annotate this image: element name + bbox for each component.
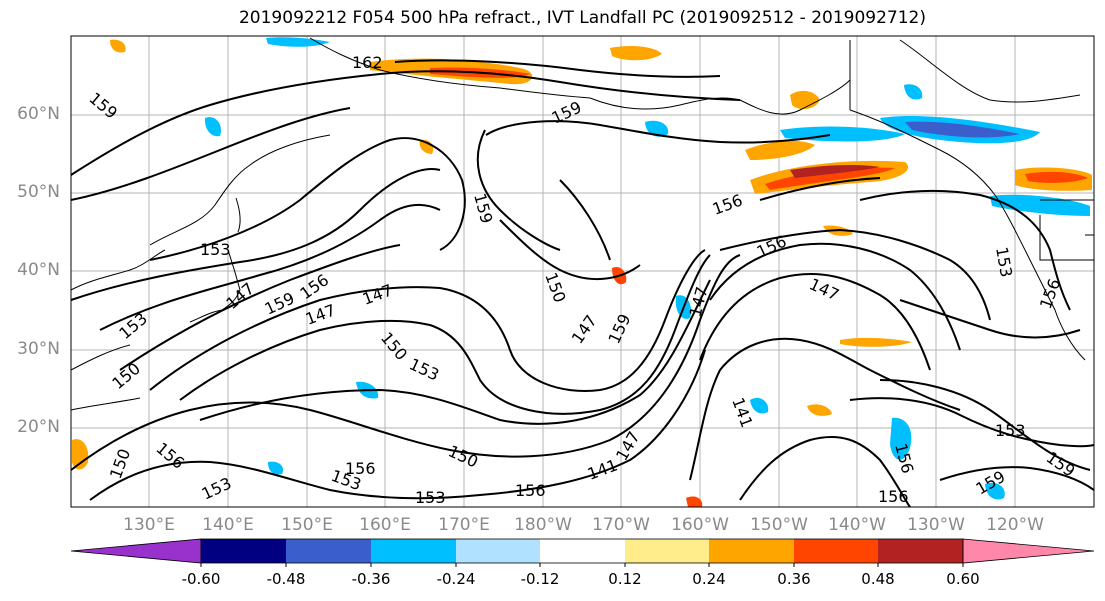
colorbar-segment	[70, 538, 202, 564]
anomaly-patch	[72, 439, 89, 470]
anomaly-patch	[610, 46, 662, 61]
lon-label-170w: 170°W	[592, 515, 650, 535]
anomaly-patch	[765, 167, 895, 190]
colorbar-segment	[794, 539, 878, 563]
anomaly-patch	[1025, 171, 1088, 183]
lat-label-60n: 60°N	[17, 104, 60, 124]
anomaly-patch	[790, 165, 880, 178]
anomaly-patch	[750, 397, 769, 414]
colorbar-tick-label: 0.60	[946, 570, 980, 588]
colorbar-tick-label: -0.24	[436, 570, 476, 588]
colorbar-tick-label: 0.36	[777, 570, 811, 588]
lon-label-170e: 170°E	[438, 515, 490, 535]
colorbar-tick-label: 0.12	[608, 570, 642, 588]
lon-label-150w: 150°W	[750, 515, 808, 535]
colorbar-segment	[286, 539, 371, 563]
colorbar-segment	[456, 539, 540, 563]
lon-label-120w: 120°W	[986, 515, 1044, 535]
colorbar-tick-label: -0.36	[351, 570, 391, 588]
lon-label-150e: 150°E	[281, 515, 333, 535]
lon-label-140w: 140°W	[828, 515, 886, 535]
colorbar-segment	[878, 539, 963, 563]
colorbar-tick-label: 0.48	[861, 570, 895, 588]
anomaly-patch	[985, 482, 1005, 500]
anomaly-patch	[645, 120, 669, 137]
colorbar-segment	[540, 539, 625, 563]
lat-label-40n: 40°N	[17, 260, 60, 280]
colorbar-segment	[201, 539, 286, 563]
colorbar-tick-label: -0.48	[266, 570, 306, 588]
colorbar-frame	[200, 538, 964, 564]
anomaly-patch	[904, 84, 923, 100]
colorbar-tick-label: 0.24	[692, 570, 726, 588]
lon-label-160e: 160°E	[359, 515, 411, 535]
contour-label: 156	[345, 459, 376, 478]
anomaly-patch	[905, 121, 1020, 138]
lon-label-130w: 130°W	[907, 515, 965, 535]
gridlines	[71, 36, 1094, 507]
lon-label-140e: 140°E	[202, 515, 254, 535]
anomaly-patch	[686, 496, 703, 507]
anomaly-patch	[268, 461, 284, 475]
map-title: 2019092212 F054 500 hPa refract., IVT La…	[238, 8, 926, 28]
contour-label: 153	[200, 240, 231, 259]
anomaly-patch	[890, 417, 912, 460]
anomaly-patch	[790, 90, 820, 110]
anomaly-patch	[840, 337, 912, 347]
contour-label: 162	[352, 53, 383, 72]
lon-label-160w: 160°W	[671, 515, 729, 535]
lat-label-30n: 30°N	[17, 339, 60, 359]
anomaly-patch	[110, 39, 126, 53]
colorbar-segment	[709, 539, 794, 563]
contour-label: 156	[515, 481, 546, 500]
lon-label-130e: 130°E	[123, 515, 175, 535]
map-frame	[70, 35, 1095, 508]
coastlines	[70, 37, 1094, 411]
contour-label: 153	[995, 421, 1026, 440]
contour-label: 153	[415, 488, 446, 507]
colorbar-segment	[625, 539, 709, 563]
anomaly-patch	[266, 37, 330, 47]
colorbar-tick-label: -0.12	[520, 570, 560, 588]
map-panel: 162 159 159 159 156 153 153 150 159 156 …	[70, 35, 1095, 508]
lat-label-50n: 50°N	[17, 182, 60, 202]
lon-label-180w: 180°W	[514, 515, 572, 535]
colorbar-segment	[371, 539, 456, 563]
anomaly-patch	[807, 404, 832, 416]
lat-label-20n: 20°N	[17, 417, 60, 437]
colorbar	[70, 538, 1095, 567]
colorbar-tick-label: -0.60	[181, 570, 221, 588]
contour-label: 156	[878, 487, 909, 506]
anomaly-patch	[745, 140, 815, 160]
contour-lines	[70, 59, 1095, 508]
colorbar-segment	[962, 538, 1095, 564]
anomaly-patch	[204, 117, 221, 137]
